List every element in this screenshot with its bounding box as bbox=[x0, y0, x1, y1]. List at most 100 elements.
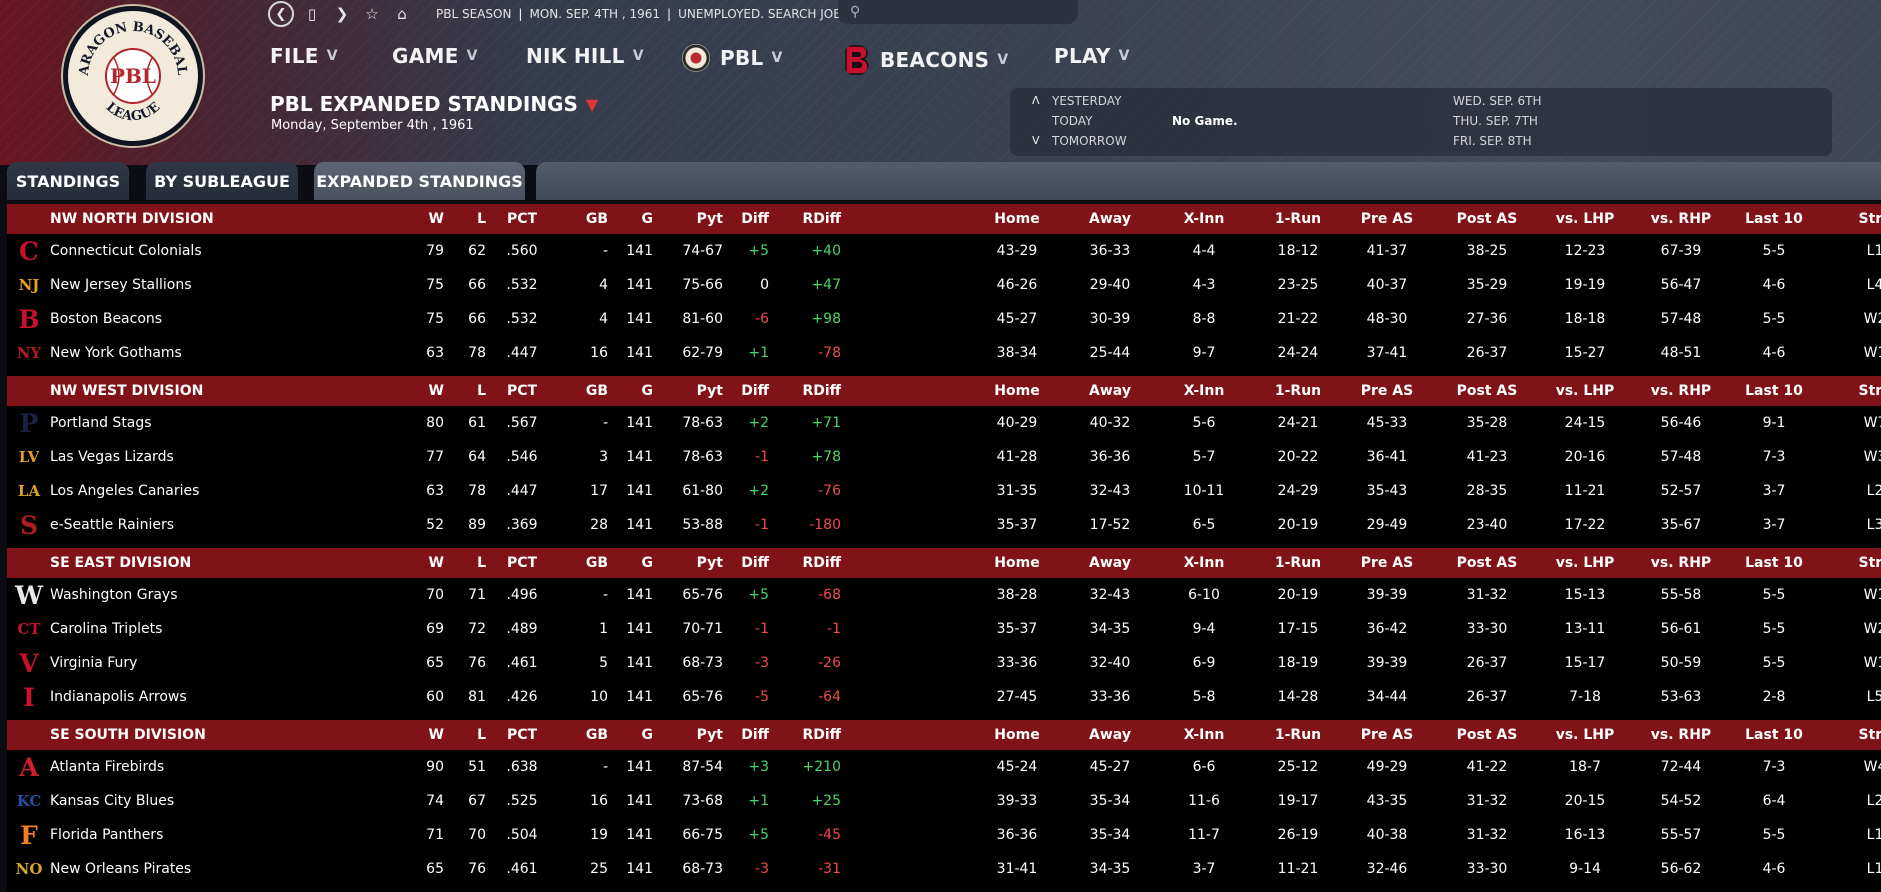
team-row[interactable]: V Virginia Fury 65 76 .461 5 141 68-73 -3 -26 33-3… bbox=[7, 646, 1881, 680]
column-header[interactable]: Last 10 bbox=[1745, 211, 1803, 227]
column-header[interactable]: Pre AS bbox=[1360, 211, 1414, 227]
team-row[interactable]: CT Carolina Triplets 69 72 .489 1 141 70-71 -1 -1… bbox=[7, 612, 1881, 646]
schedule-yesterday-row[interactable]: Λ YESTERDAY WED. SEP. 6TH bbox=[1010, 94, 1832, 114]
column-header[interactable]: 1-Run bbox=[1274, 383, 1322, 399]
schedule-tomorrow-row[interactable]: V TOMORROW FRI. SEP. 8TH bbox=[1010, 134, 1832, 154]
column-header[interactable]: W bbox=[428, 727, 444, 743]
column-header[interactable]: X-Inn bbox=[1183, 727, 1225, 743]
column-header[interactable]: Pyt bbox=[696, 555, 723, 571]
search-input[interactable] bbox=[868, 4, 1078, 20]
column-header[interactable]: Home bbox=[994, 383, 1040, 399]
team-name-link[interactable]: New Jersey Stallions bbox=[50, 277, 192, 293]
team-row[interactable]: LA Los Angeles Canaries 63 78 .447 17 141 61-80… bbox=[7, 474, 1881, 508]
column-header[interactable]: Post AS bbox=[1456, 727, 1518, 743]
column-header[interactable]: Away bbox=[1089, 211, 1131, 227]
menu-play[interactable]: PLAY V bbox=[1054, 44, 1130, 68]
column-header[interactable]: Last 10 bbox=[1745, 383, 1803, 399]
column-header[interactable]: RDiff bbox=[802, 555, 841, 571]
team-name-link[interactable]: Washington Grays bbox=[50, 587, 178, 603]
column-header[interactable]: 1-Run bbox=[1274, 555, 1322, 571]
column-header[interactable]: vs. LHP bbox=[1555, 383, 1615, 399]
team-name-link[interactable]: Indianapolis Arrows bbox=[50, 689, 187, 705]
team-name-link[interactable]: Atlanta Firebirds bbox=[50, 759, 165, 775]
menu-game[interactable]: GAME V bbox=[392, 44, 478, 68]
search-icon[interactable]: ⚲ bbox=[850, 4, 861, 20]
star-icon[interactable]: ☆ bbox=[365, 5, 379, 23]
menu-manager[interactable]: NIK HILL V bbox=[526, 44, 644, 68]
column-header[interactable]: Pyt bbox=[696, 211, 723, 227]
column-header[interactable]: Pre AS bbox=[1360, 383, 1414, 399]
column-header[interactable]: Strk bbox=[1858, 211, 1881, 227]
column-header[interactable]: G bbox=[641, 555, 654, 571]
team-name-link[interactable]: Boston Beacons bbox=[50, 311, 163, 327]
column-header[interactable]: 1-Run bbox=[1274, 727, 1322, 743]
home-icon[interactable]: ⌂ bbox=[397, 5, 407, 23]
team-row[interactable]: C Connecticut Colonials 79 62 .560 - 141 74-67 +… bbox=[7, 234, 1881, 268]
column-header[interactable]: PCT bbox=[506, 555, 538, 571]
column-header[interactable]: W bbox=[428, 383, 444, 399]
column-header[interactable]: vs. LHP bbox=[1555, 211, 1615, 227]
column-header[interactable]: G bbox=[641, 211, 654, 227]
column-header[interactable]: Home bbox=[994, 727, 1040, 743]
column-header[interactable]: GB bbox=[585, 211, 608, 227]
tab-standings[interactable]: STANDINGS bbox=[7, 162, 129, 200]
column-header[interactable]: Pre AS bbox=[1360, 555, 1414, 571]
team-name-link[interactable]: Los Angeles Canaries bbox=[50, 483, 200, 499]
column-header[interactable]: Last 10 bbox=[1745, 555, 1803, 571]
menu-file[interactable]: FILE V bbox=[270, 44, 338, 68]
column-header[interactable]: Diff bbox=[741, 383, 769, 399]
column-header[interactable]: Home bbox=[994, 211, 1040, 227]
column-header[interactable]: Pyt bbox=[696, 727, 723, 743]
column-header[interactable]: RDiff bbox=[802, 383, 841, 399]
column-header[interactable]: Away bbox=[1089, 555, 1131, 571]
column-header[interactable]: L bbox=[477, 383, 486, 399]
column-header[interactable]: PCT bbox=[506, 383, 538, 399]
team-row[interactable]: LV Las Vegas Lizards 77 64 .546 3 141 78-63 -1 +7… bbox=[7, 440, 1881, 474]
team-row[interactable]: A Atlanta Firebirds 90 51 .638 - 141 87-54 +3 +21… bbox=[7, 750, 1881, 784]
team-name-link[interactable]: Las Vegas Lizards bbox=[50, 449, 174, 465]
column-header[interactable]: GB bbox=[585, 383, 608, 399]
column-header[interactable]: Diff bbox=[741, 555, 769, 571]
team-name-link[interactable]: Portland Stags bbox=[50, 415, 152, 431]
column-header[interactable]: Away bbox=[1089, 727, 1131, 743]
column-header[interactable]: W bbox=[428, 555, 444, 571]
column-header[interactable]: Diff bbox=[741, 211, 769, 227]
column-header[interactable]: GB bbox=[585, 727, 608, 743]
column-header[interactable]: Home bbox=[994, 555, 1040, 571]
team-name-link[interactable]: Virginia Fury bbox=[50, 655, 138, 671]
team-row[interactable]: NJ New Jersey Stallions 75 66 .532 4 141 75-66 0… bbox=[7, 268, 1881, 302]
page-title[interactable]: PBL EXPANDED STANDINGS ▼ bbox=[270, 92, 598, 116]
column-header[interactable]: X-Inn bbox=[1183, 211, 1225, 227]
column-header[interactable]: PCT bbox=[506, 727, 538, 743]
team-name-link[interactable]: e-Seattle Rainiers bbox=[50, 517, 174, 533]
column-header[interactable]: 1-Run bbox=[1274, 211, 1322, 227]
column-header[interactable]: Pre AS bbox=[1360, 727, 1414, 743]
column-header[interactable]: Strk bbox=[1858, 383, 1881, 399]
column-header[interactable]: vs. RHP bbox=[1650, 555, 1712, 571]
column-header[interactable]: vs. LHP bbox=[1555, 555, 1615, 571]
column-header[interactable]: Away bbox=[1089, 383, 1131, 399]
column-header[interactable]: GB bbox=[585, 555, 608, 571]
column-header[interactable]: Diff bbox=[741, 727, 769, 743]
team-row[interactable]: W Washington Grays 70 71 .496 - 141 65-76 +5 -68 3… bbox=[7, 578, 1881, 612]
team-row[interactable]: F Florida Panthers 71 70 .504 19 141 66-75 +5 -45… bbox=[7, 818, 1881, 852]
team-row[interactable]: NY New York Gothams 63 78 .447 16 141 62-79 +1 -7… bbox=[7, 336, 1881, 370]
column-header[interactable]: Post AS bbox=[1456, 383, 1518, 399]
column-header[interactable]: vs. RHP bbox=[1650, 727, 1712, 743]
column-header[interactable]: G bbox=[641, 383, 654, 399]
team-row[interactable]: B Boston Beacons 75 66 .532 4 141 81-60 -6 +98 45-… bbox=[7, 302, 1881, 336]
back-icon[interactable]: ❮ bbox=[268, 1, 294, 27]
team-row[interactable]: I Indianapolis Arrows 60 81 .426 10 141 65-76 -5… bbox=[7, 680, 1881, 714]
column-header[interactable]: vs. RHP bbox=[1650, 383, 1712, 399]
column-header[interactable]: Strk bbox=[1858, 555, 1881, 571]
job-status-link[interactable]: UNEMPLOYED. SEARCH JOBS... bbox=[678, 7, 861, 21]
column-header[interactable]: L bbox=[477, 211, 486, 227]
team-row[interactable]: NO New Orleans Pirates 65 76 .461 25 141 68-73 -… bbox=[7, 852, 1881, 886]
column-header[interactable]: L bbox=[477, 727, 486, 743]
column-header[interactable]: Strk bbox=[1858, 727, 1881, 743]
column-header[interactable]: X-Inn bbox=[1183, 383, 1225, 399]
column-header[interactable]: PCT bbox=[506, 211, 538, 227]
team-name-link[interactable]: New York Gothams bbox=[50, 345, 182, 361]
column-header[interactable]: Last 10 bbox=[1745, 727, 1803, 743]
